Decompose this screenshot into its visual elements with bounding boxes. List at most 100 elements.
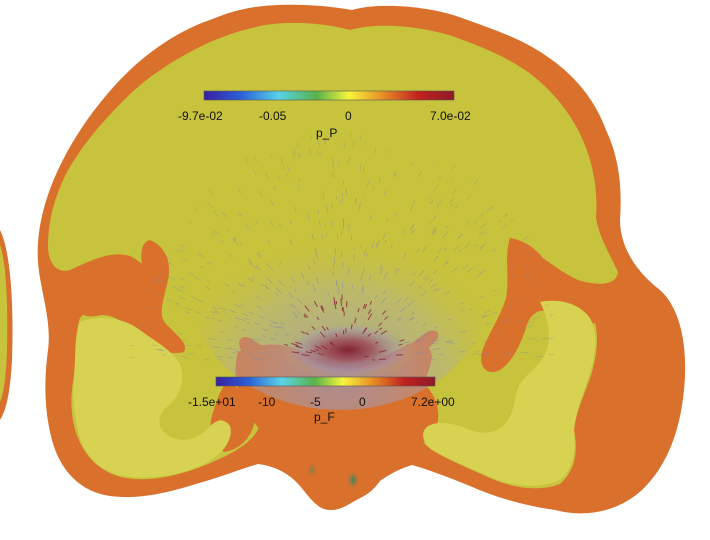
vector-glyph (245, 224, 250, 230)
vector-glyph (502, 318, 510, 321)
vector-glyph (265, 262, 270, 268)
vector-glyph (421, 333, 429, 337)
vector-glyph (321, 325, 327, 332)
vector-glyph (205, 316, 211, 319)
vector-glyph (444, 291, 451, 296)
vector-glyph (260, 283, 264, 287)
vector-glyph (353, 254, 355, 261)
vector-glyph (194, 276, 200, 280)
vector-glyph (399, 339, 405, 342)
vector-glyph (402, 252, 407, 259)
vector-glyph (303, 313, 309, 318)
vector-glyph (431, 228, 437, 235)
vector-glyph (289, 239, 293, 246)
colorbar-p-P-title: p_P (316, 126, 338, 140)
vector-glyph (362, 267, 365, 274)
vector-glyph (320, 305, 325, 313)
vector-glyph (237, 283, 243, 288)
vector-glyph (379, 350, 387, 353)
vector-glyph (433, 339, 441, 342)
vector-glyph (312, 258, 316, 265)
vector-glyph (297, 152, 300, 159)
vector-glyph (220, 330, 225, 333)
vector-glyph (256, 305, 262, 310)
vector-glyph (324, 222, 326, 228)
vector-glyph (274, 292, 279, 296)
vector-glyph (311, 326, 316, 331)
vector-glyph (478, 296, 484, 300)
vector-glyph (318, 221, 321, 227)
vector-glyph (485, 322, 492, 325)
vector-glyph (226, 339, 233, 341)
colorbar-p-P (203, 90, 455, 101)
vector-glyph (374, 330, 379, 334)
vector-glyph (327, 291, 330, 297)
vector-glyph (379, 267, 384, 275)
vector-glyph (433, 269, 439, 274)
vector-glyph (432, 288, 437, 292)
vector-glyph (252, 169, 257, 176)
vector-glyph (210, 311, 218, 315)
vector-glyph (270, 320, 277, 324)
vector-glyph (434, 184, 439, 192)
vector-glyph (505, 322, 509, 324)
vector-glyph (179, 243, 185, 248)
vector-glyph (383, 290, 386, 295)
vector-glyph (181, 257, 188, 262)
colorbar-p-F-tick-label-2: -5 (310, 395, 321, 409)
vector-glyph (165, 298, 173, 302)
vector-glyph (515, 319, 524, 323)
vector-glyph (326, 326, 329, 331)
vector-glyph (459, 330, 467, 334)
vector-glyph (410, 317, 415, 321)
vector-glyph (500, 321, 509, 324)
vector-glyph (196, 299, 205, 303)
vector-glyph (537, 282, 543, 285)
vector-glyph (400, 306, 407, 312)
vector-glyph (470, 180, 474, 184)
vector-glyph (331, 202, 333, 209)
vector-glyph (502, 212, 509, 218)
vector-glyph (423, 274, 429, 280)
vector-glyph (375, 341, 379, 344)
vector-glyph (244, 157, 249, 164)
vector-glyph (460, 302, 465, 305)
vector-glyph (304, 305, 310, 312)
vector-glyph (509, 255, 513, 259)
vector-glyph (442, 231, 449, 238)
vector-glyph (402, 229, 405, 234)
vector-glyph (248, 311, 255, 315)
vector-glyph (289, 304, 293, 308)
vector-glyph (195, 311, 200, 314)
vector-glyph (450, 203, 453, 208)
vector-glyph (255, 265, 261, 270)
vector-glyph (461, 309, 465, 312)
vector-glyph (498, 219, 502, 223)
vector-glyph (395, 354, 404, 356)
vector-glyph (428, 279, 433, 284)
vector-glyph (445, 340, 453, 343)
vector-glyph (207, 202, 213, 208)
vector-glyph (478, 269, 486, 275)
vector-glyph (284, 343, 289, 346)
vector-glyph (178, 333, 183, 335)
vector-glyph (333, 256, 336, 264)
vector-glyph (476, 273, 483, 278)
vector-glyph (270, 353, 277, 355)
vector-glyph (408, 280, 415, 287)
vector-glyph (297, 184, 301, 191)
vector-glyph (335, 333, 338, 338)
vector-glyph (251, 338, 258, 341)
vector-glyph (493, 289, 497, 292)
vector-glyph (549, 313, 554, 316)
vector-glyph (428, 195, 432, 200)
vector-glyph (210, 232, 215, 237)
vector-glyph (319, 331, 326, 338)
vector-glyph (359, 163, 362, 171)
vector-glyph (314, 348, 319, 351)
vector-glyph (447, 318, 453, 321)
vector-glyph (384, 190, 387, 196)
vector-glyph (232, 291, 236, 294)
vector-glyph (264, 284, 271, 290)
vector-glyph (331, 221, 334, 227)
